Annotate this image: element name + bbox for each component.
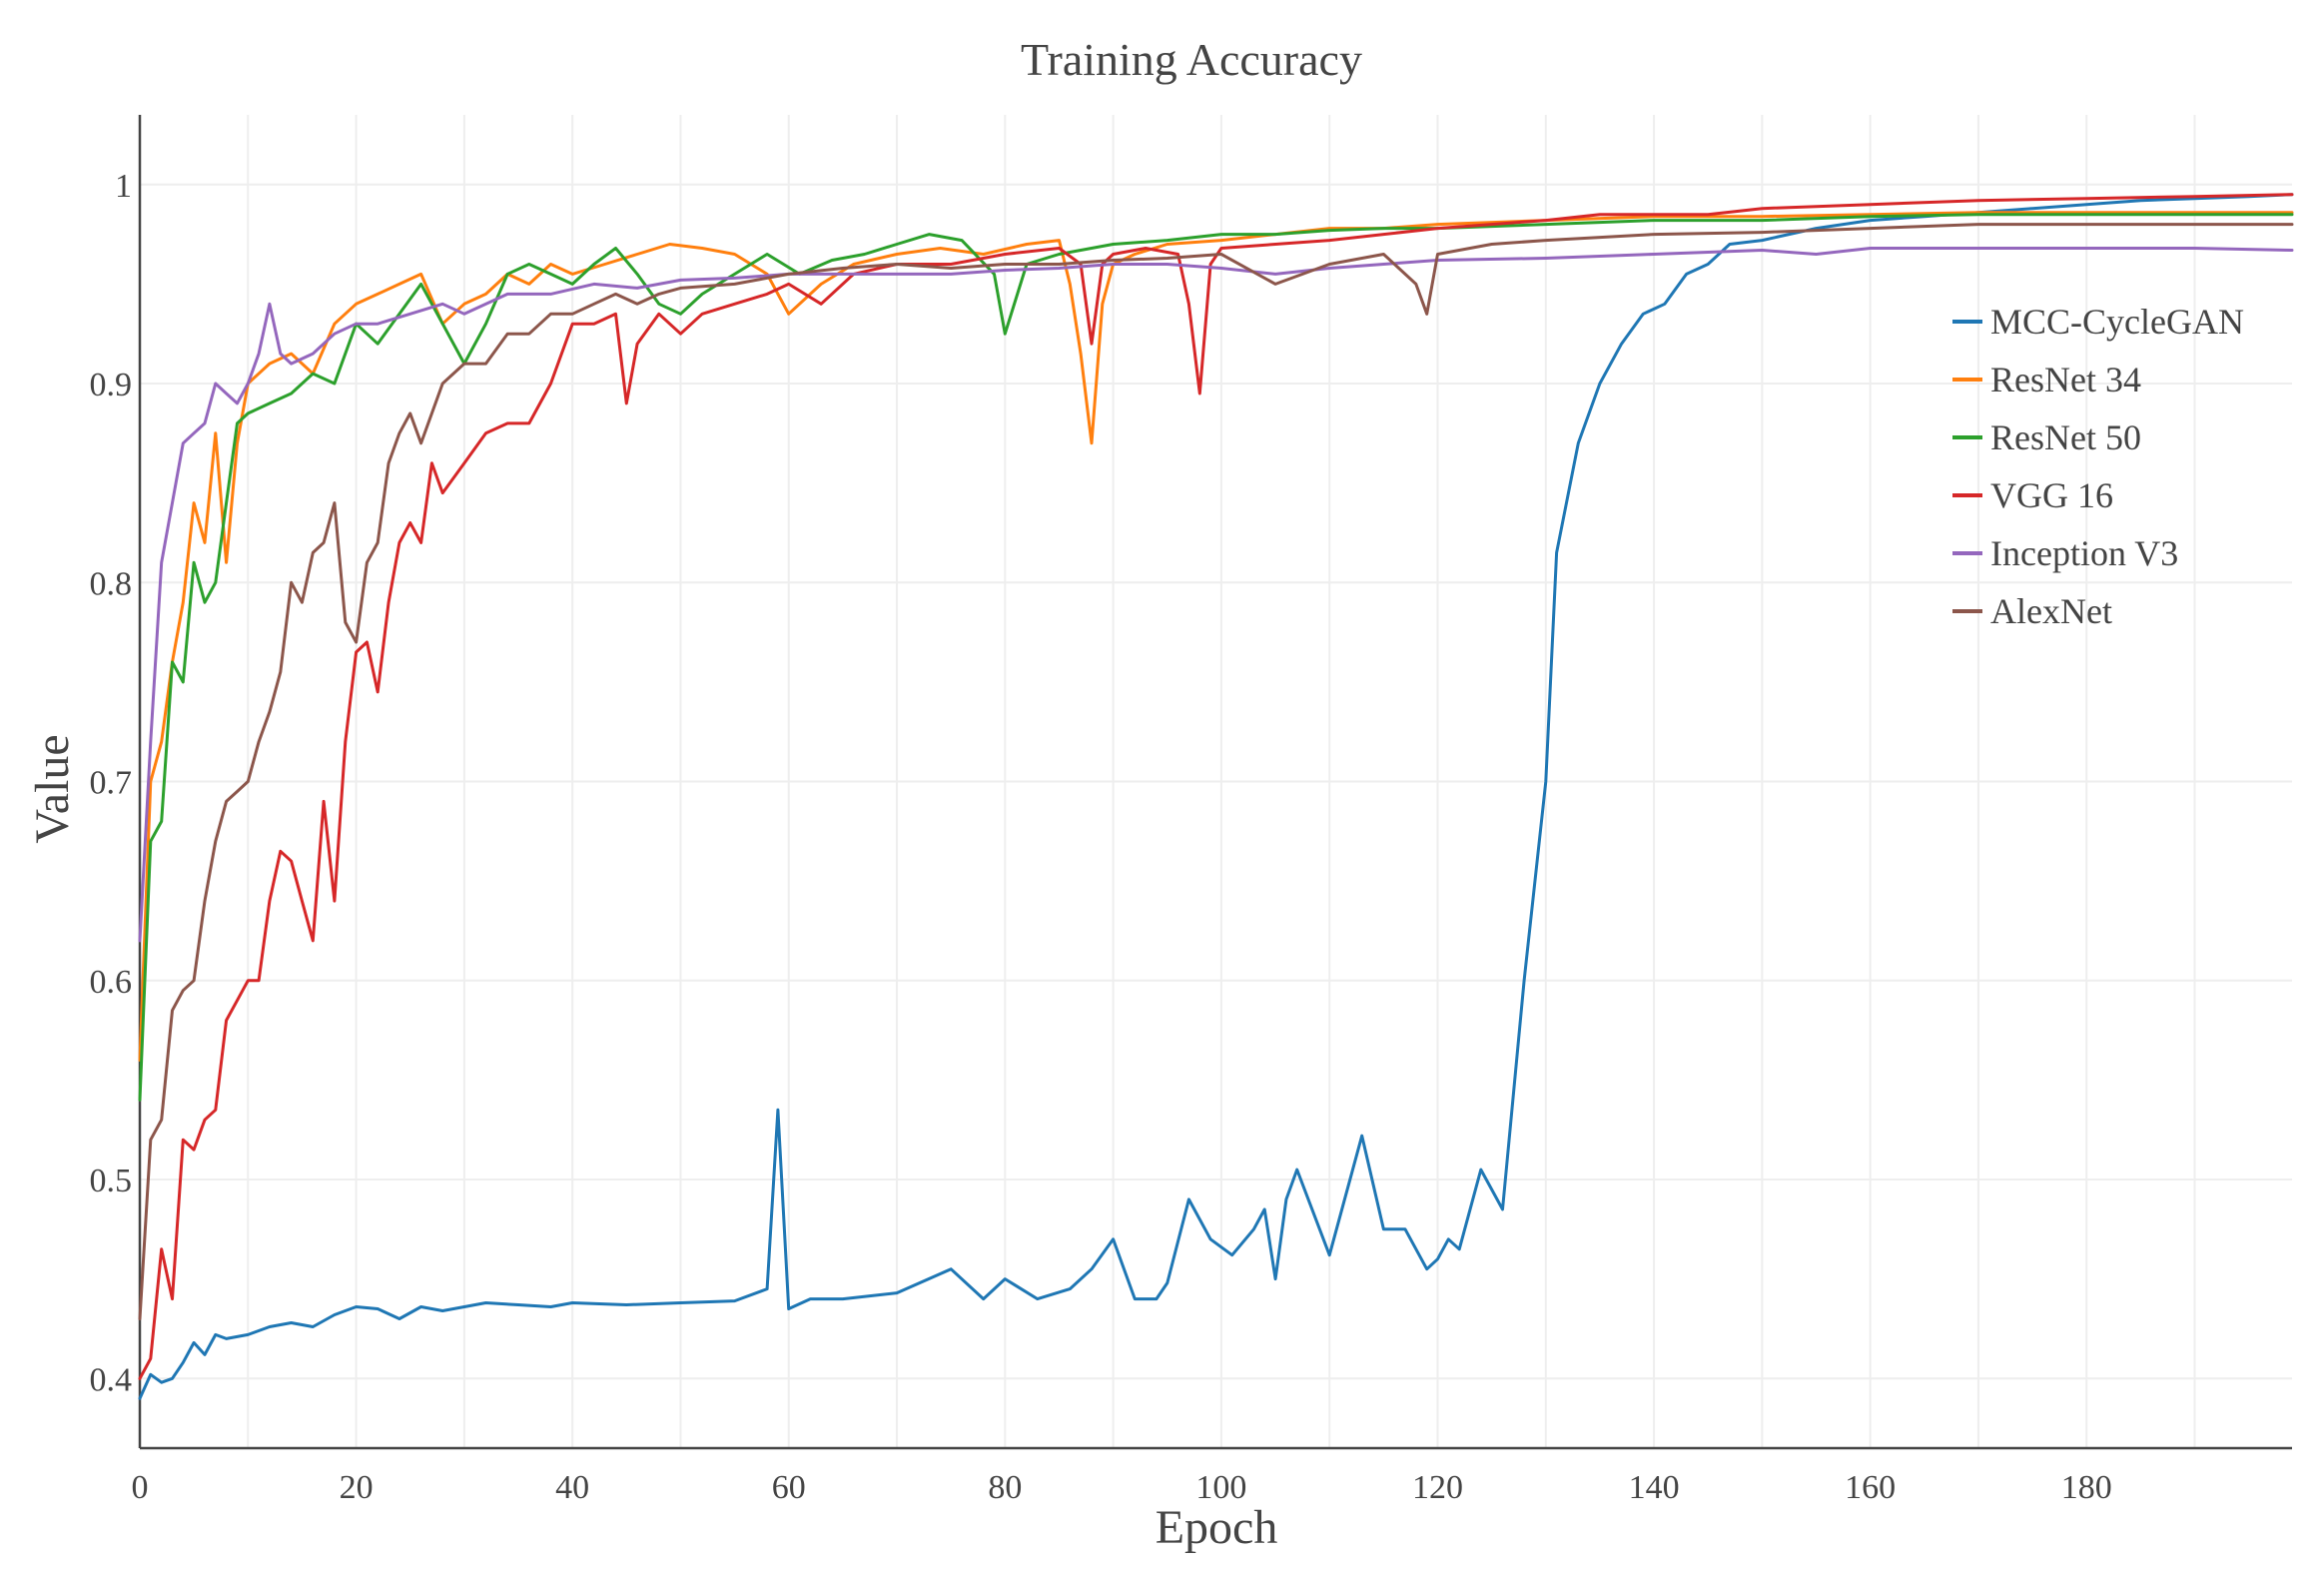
axis-layer: 0 20 40 60 80 100 120 140 160 180 0.4 0.5 0.6 0.7 0.8 0… xyxy=(90,115,2292,1506)
legend-label-resnet-50: ResNet 50 xyxy=(1990,417,2141,457)
x-tick-label: 100 xyxy=(1195,1469,1246,1506)
series-line-inception-v3 xyxy=(138,247,2294,943)
legend-label-mcc-cyclegan: MCC-CycleGAN xyxy=(1990,302,2244,342)
legend: MCC-CycleGAN ResNet 34 ResNet 50 VGG 16 Ince… xyxy=(1952,302,2244,631)
x-tick-label: 20 xyxy=(340,1469,374,1506)
y-tick-label: 0.8 xyxy=(90,565,133,602)
y-axis-title: Value xyxy=(26,734,79,843)
x-tick-label: 120 xyxy=(1412,1469,1463,1506)
legend-label-inception-v3: Inception V3 xyxy=(1990,533,2178,573)
x-tick-label: 160 xyxy=(1845,1469,1896,1506)
series-line-resnet-50 xyxy=(138,213,2294,1102)
y-tick-label: 0.9 xyxy=(90,367,133,403)
series-layer xyxy=(138,193,2294,1400)
chart-title: Training Accuracy xyxy=(1021,34,1362,85)
x-tick-label: 80 xyxy=(988,1469,1022,1506)
x-axis-title: Epoch xyxy=(1156,1501,1278,1554)
series-line-alexnet xyxy=(138,223,2294,1320)
series-line-resnet-34 xyxy=(138,211,2294,1062)
legend-label-resnet-34: ResNet 34 xyxy=(1990,360,2141,399)
x-tick-label: 40 xyxy=(555,1469,589,1506)
y-tick-label: 0.4 xyxy=(90,1361,133,1398)
series-line-mcc-cyclegan xyxy=(138,193,2294,1400)
y-tick-label: 0.7 xyxy=(90,765,133,802)
y-tick-label: 0.5 xyxy=(90,1163,133,1199)
y-tick-label: 0.6 xyxy=(90,964,133,1001)
x-tick-label: 180 xyxy=(2061,1469,2112,1506)
x-tick-label: 140 xyxy=(1629,1469,1680,1506)
series-line-vgg-16 xyxy=(138,193,2294,1380)
legend-label-vgg-16: VGG 16 xyxy=(1990,475,2113,515)
x-tick-label: 0 xyxy=(132,1469,149,1506)
x-tick-label: 60 xyxy=(772,1469,806,1506)
grid-layer xyxy=(139,115,2292,1448)
y-tick-label: 1 xyxy=(115,168,132,205)
legend-label-alexnet: AlexNet xyxy=(1990,591,2112,631)
